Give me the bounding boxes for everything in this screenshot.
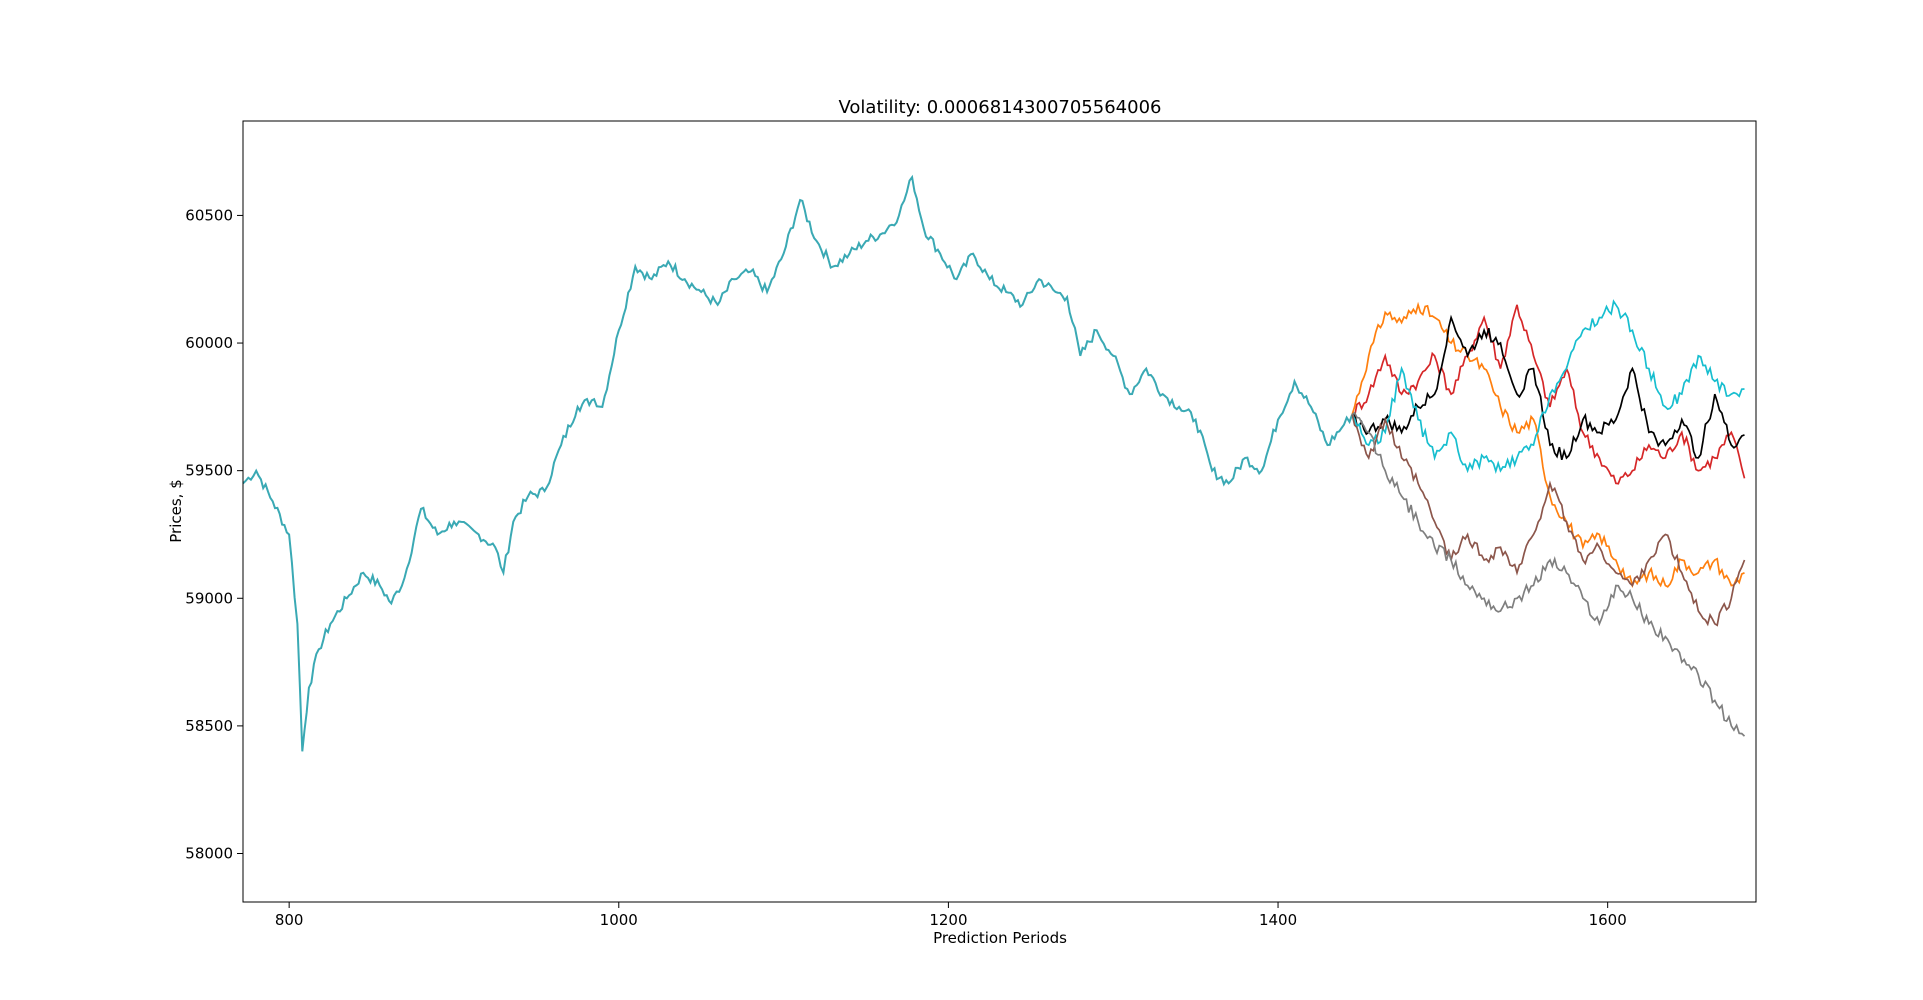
- simulation-line-1: [1351, 301, 1745, 589]
- x-tick-label: 1000: [600, 911, 638, 929]
- y-tick-label: 58000: [185, 845, 233, 863]
- x-axis-ticks: 800 1000 1200 1400 1600: [275, 902, 1627, 929]
- simulation-line-3: [1351, 314, 1745, 461]
- y-tick-label: 59500: [185, 462, 233, 480]
- x-tick-label: 1400: [1259, 911, 1297, 929]
- simulation-line-4: [1351, 299, 1745, 475]
- historical-price-line: [242, 174, 1354, 752]
- simulation-line-6: [1351, 411, 1746, 737]
- y-tick-label: 60500: [185, 206, 233, 224]
- plot-frame: [242, 120, 1757, 903]
- y-axis-label: Prices, $: [167, 479, 185, 543]
- plot-lines: [242, 174, 1746, 752]
- x-tick-label: 1200: [929, 911, 967, 929]
- simulation-line-5: [1351, 414, 1746, 627]
- x-tick-label: 1600: [1589, 911, 1627, 929]
- y-tick-label: 60000: [185, 334, 233, 352]
- x-axis-label: Prediction Periods: [933, 929, 1067, 947]
- y-tick-label: 58500: [185, 717, 233, 735]
- chart-title: Volatility: 0.0006814300705564006: [839, 97, 1162, 118]
- y-tick-label: 59000: [185, 589, 233, 607]
- simulation-line-2: [1351, 304, 1746, 485]
- y-axis-ticks: 58000 58500 59000 59500 60000 60500: [185, 206, 243, 863]
- x-tick-label: 800: [275, 911, 304, 929]
